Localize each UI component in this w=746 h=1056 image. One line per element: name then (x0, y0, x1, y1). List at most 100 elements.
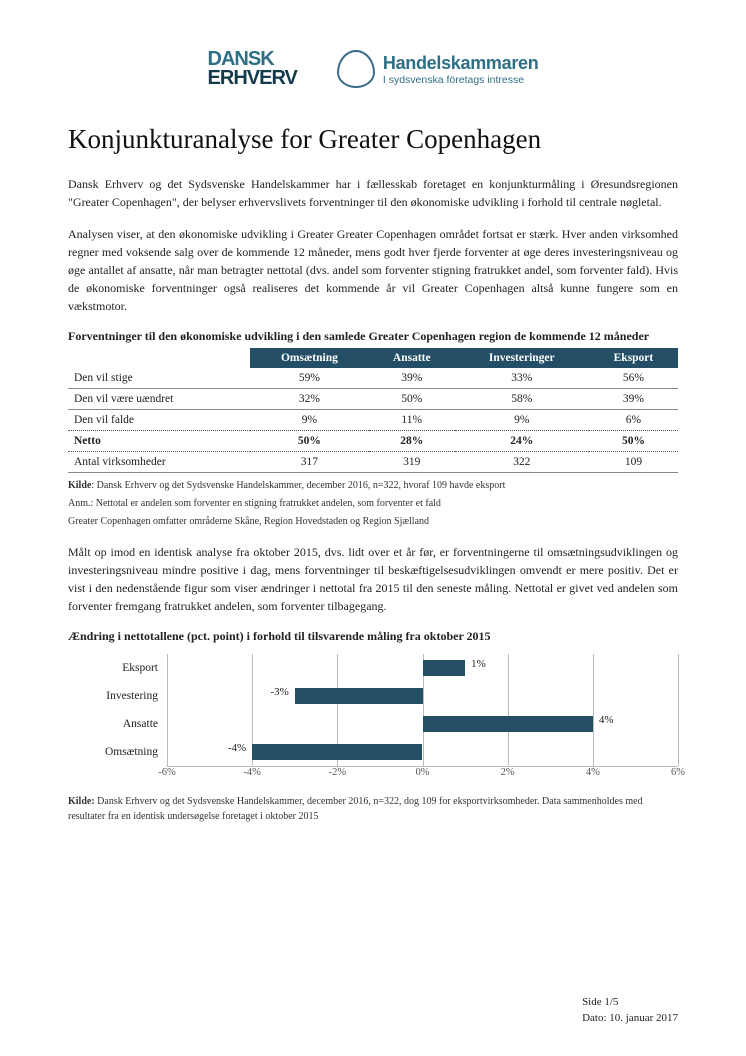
table-col-header: Ansatte (369, 348, 455, 368)
logo-handelskammaren: Handelskammaren I sydsvenska företags in… (337, 50, 539, 88)
chart-gridline (593, 738, 594, 766)
table-cell: 33% (455, 368, 589, 389)
chart-gridline (678, 738, 679, 766)
chart-gridline (252, 682, 253, 710)
change-bar-chart: Eksport1%Investering-3%Ansatte4%Omsætnin… (68, 654, 678, 784)
chart-gridline (508, 682, 509, 710)
table-head: OmsætningAnsatteInvesteringerEksport (68, 348, 678, 368)
chart-gridline (252, 654, 253, 682)
chart-category-label: Investering (68, 690, 166, 702)
source-label: Kilde (68, 480, 91, 491)
table-cell: 319 (369, 452, 455, 473)
table-col-header: Eksport (589, 348, 678, 368)
chart-row: Eksport1% (68, 654, 678, 682)
chart-gridline (508, 654, 509, 682)
logo-hk-sub: I sydsvenska företags intresse (383, 74, 539, 86)
table-cell: 109 (589, 452, 678, 473)
footer-page: Side 1/5 (582, 995, 678, 1010)
chart-value-label: 4% (599, 714, 614, 726)
chart-tick-label: -6% (158, 767, 176, 778)
chart-bar (423, 660, 466, 676)
chart-gridline (678, 682, 679, 710)
chart-gridline (167, 654, 168, 682)
chart-gridline (423, 738, 424, 766)
expectations-table: OmsætningAnsatteInvesteringerEksport Den… (68, 348, 678, 473)
table-cell: 39% (589, 389, 678, 410)
table-row: Den vil stige59%39%33%56% (68, 368, 678, 389)
chart-plot-area: -3% (166, 682, 678, 710)
chart-gridline (252, 710, 253, 738)
table-cell: 58% (455, 389, 589, 410)
table-cell-label: Den vil stige (68, 368, 250, 389)
chart-category-label: Omsætning (68, 746, 166, 758)
chart-gridline (593, 682, 594, 710)
paragraph-2: Analysen viser, at den økonomiske udvikl… (68, 225, 678, 315)
chart-bar (423, 716, 593, 732)
logo-dansk-erhverv: DANSK ERHVERV (208, 50, 297, 88)
paragraph-3: Målt op imod en identisk analyse fra okt… (68, 543, 678, 615)
chart-row: Omsætning -4% (68, 738, 678, 766)
table-source-note2: Greater Copenhagen omfatter områderne Sk… (68, 515, 678, 529)
page-footer: Side 1/5 Dato: 10. januar 2017 (582, 995, 678, 1026)
chart-gridline (167, 682, 168, 710)
chart-gridline (508, 738, 509, 766)
table-cell: 6% (589, 410, 678, 431)
chart-gridline (167, 738, 168, 766)
chart-bar (295, 688, 423, 704)
source-text: : Dansk Erhverv og det Sydsvenske Handel… (91, 480, 505, 491)
page: DANSK ERHVERV Handelskammaren I sydsvens… (0, 0, 746, 1056)
chart-tick-label: 2% (501, 767, 515, 778)
footer-date: Dato: 10. januar 2017 (582, 1011, 678, 1026)
table-cell: 322 (455, 452, 589, 473)
table-cell: 11% (369, 410, 455, 431)
chart-gridline (678, 710, 679, 738)
chart-plot-area: 1% (166, 654, 678, 682)
chart-heading: Ændring i nettotallene (pct. point) i fo… (68, 629, 678, 644)
chart-tick-label: -4% (243, 767, 261, 778)
chart-tick-label: 4% (586, 767, 600, 778)
chart-plot-area: -4% (166, 738, 678, 766)
chart-value-label: -3% (270, 686, 288, 698)
chart-gridline (593, 710, 594, 738)
chart-value-label: -4% (228, 742, 246, 754)
chart-source-text: Dansk Erhverv og det Sydsvenske Handelsk… (68, 796, 643, 822)
table-cell-label: Den vil falde (68, 410, 250, 431)
chart-tick-label: -2% (329, 767, 347, 778)
table-cell-label: Den vil være uændret (68, 389, 250, 410)
page-title: Konjunkturanalyse for Greater Copenhagen (68, 124, 678, 155)
chart-tick-label: 0% (416, 767, 430, 778)
table-col-header: Omsætning (250, 348, 369, 368)
chart-gridline (593, 654, 594, 682)
table-source-note1: Anm.: Nettotal er andelen som forventer … (68, 497, 678, 511)
table-col-header: Investeringer (455, 348, 589, 368)
table-heading: Forventninger til den økonomiske udvikli… (68, 329, 678, 344)
table-col-header (68, 348, 250, 368)
table-cell: 32% (250, 389, 369, 410)
table-cell: 50% (250, 431, 369, 452)
table-cell: 28% (369, 431, 455, 452)
chart-source: Kilde: Dansk Erhverv og det Sydsvenske H… (68, 794, 678, 824)
table-cell: 9% (250, 410, 369, 431)
chart-plot-area: 4% (166, 710, 678, 738)
table-row: Antal virksomheder317319322109 (68, 452, 678, 473)
chart-value-label: 1% (471, 658, 486, 670)
logo-dansk-line2: ERHVERV (208, 69, 297, 88)
table-cell: 39% (369, 368, 455, 389)
chart-bar (252, 744, 422, 760)
table-cell-label: Antal virksomheder (68, 452, 250, 473)
table-body: Den vil stige59%39%33%56%Den vil være uæ… (68, 368, 678, 473)
table-cell: 59% (250, 368, 369, 389)
table-cell: 24% (455, 431, 589, 452)
chart-category-label: Ansatte (68, 718, 166, 730)
table-cell: 56% (589, 368, 678, 389)
chart-row: Investering -3% (68, 682, 678, 710)
chart-row: Ansatte 4% (68, 710, 678, 738)
chart-source-label: Kilde: (68, 796, 95, 807)
table-row: Den vil være uændret32%50%58%39% (68, 389, 678, 410)
table-cell: 50% (589, 431, 678, 452)
crest-icon (337, 50, 375, 88)
chart-gridline (678, 654, 679, 682)
table-row: Den vil falde9%11%9%6% (68, 410, 678, 431)
paragraph-1: Dansk Erhverv og det Sydsvenske Handelsk… (68, 175, 678, 211)
table-cell: 9% (455, 410, 589, 431)
